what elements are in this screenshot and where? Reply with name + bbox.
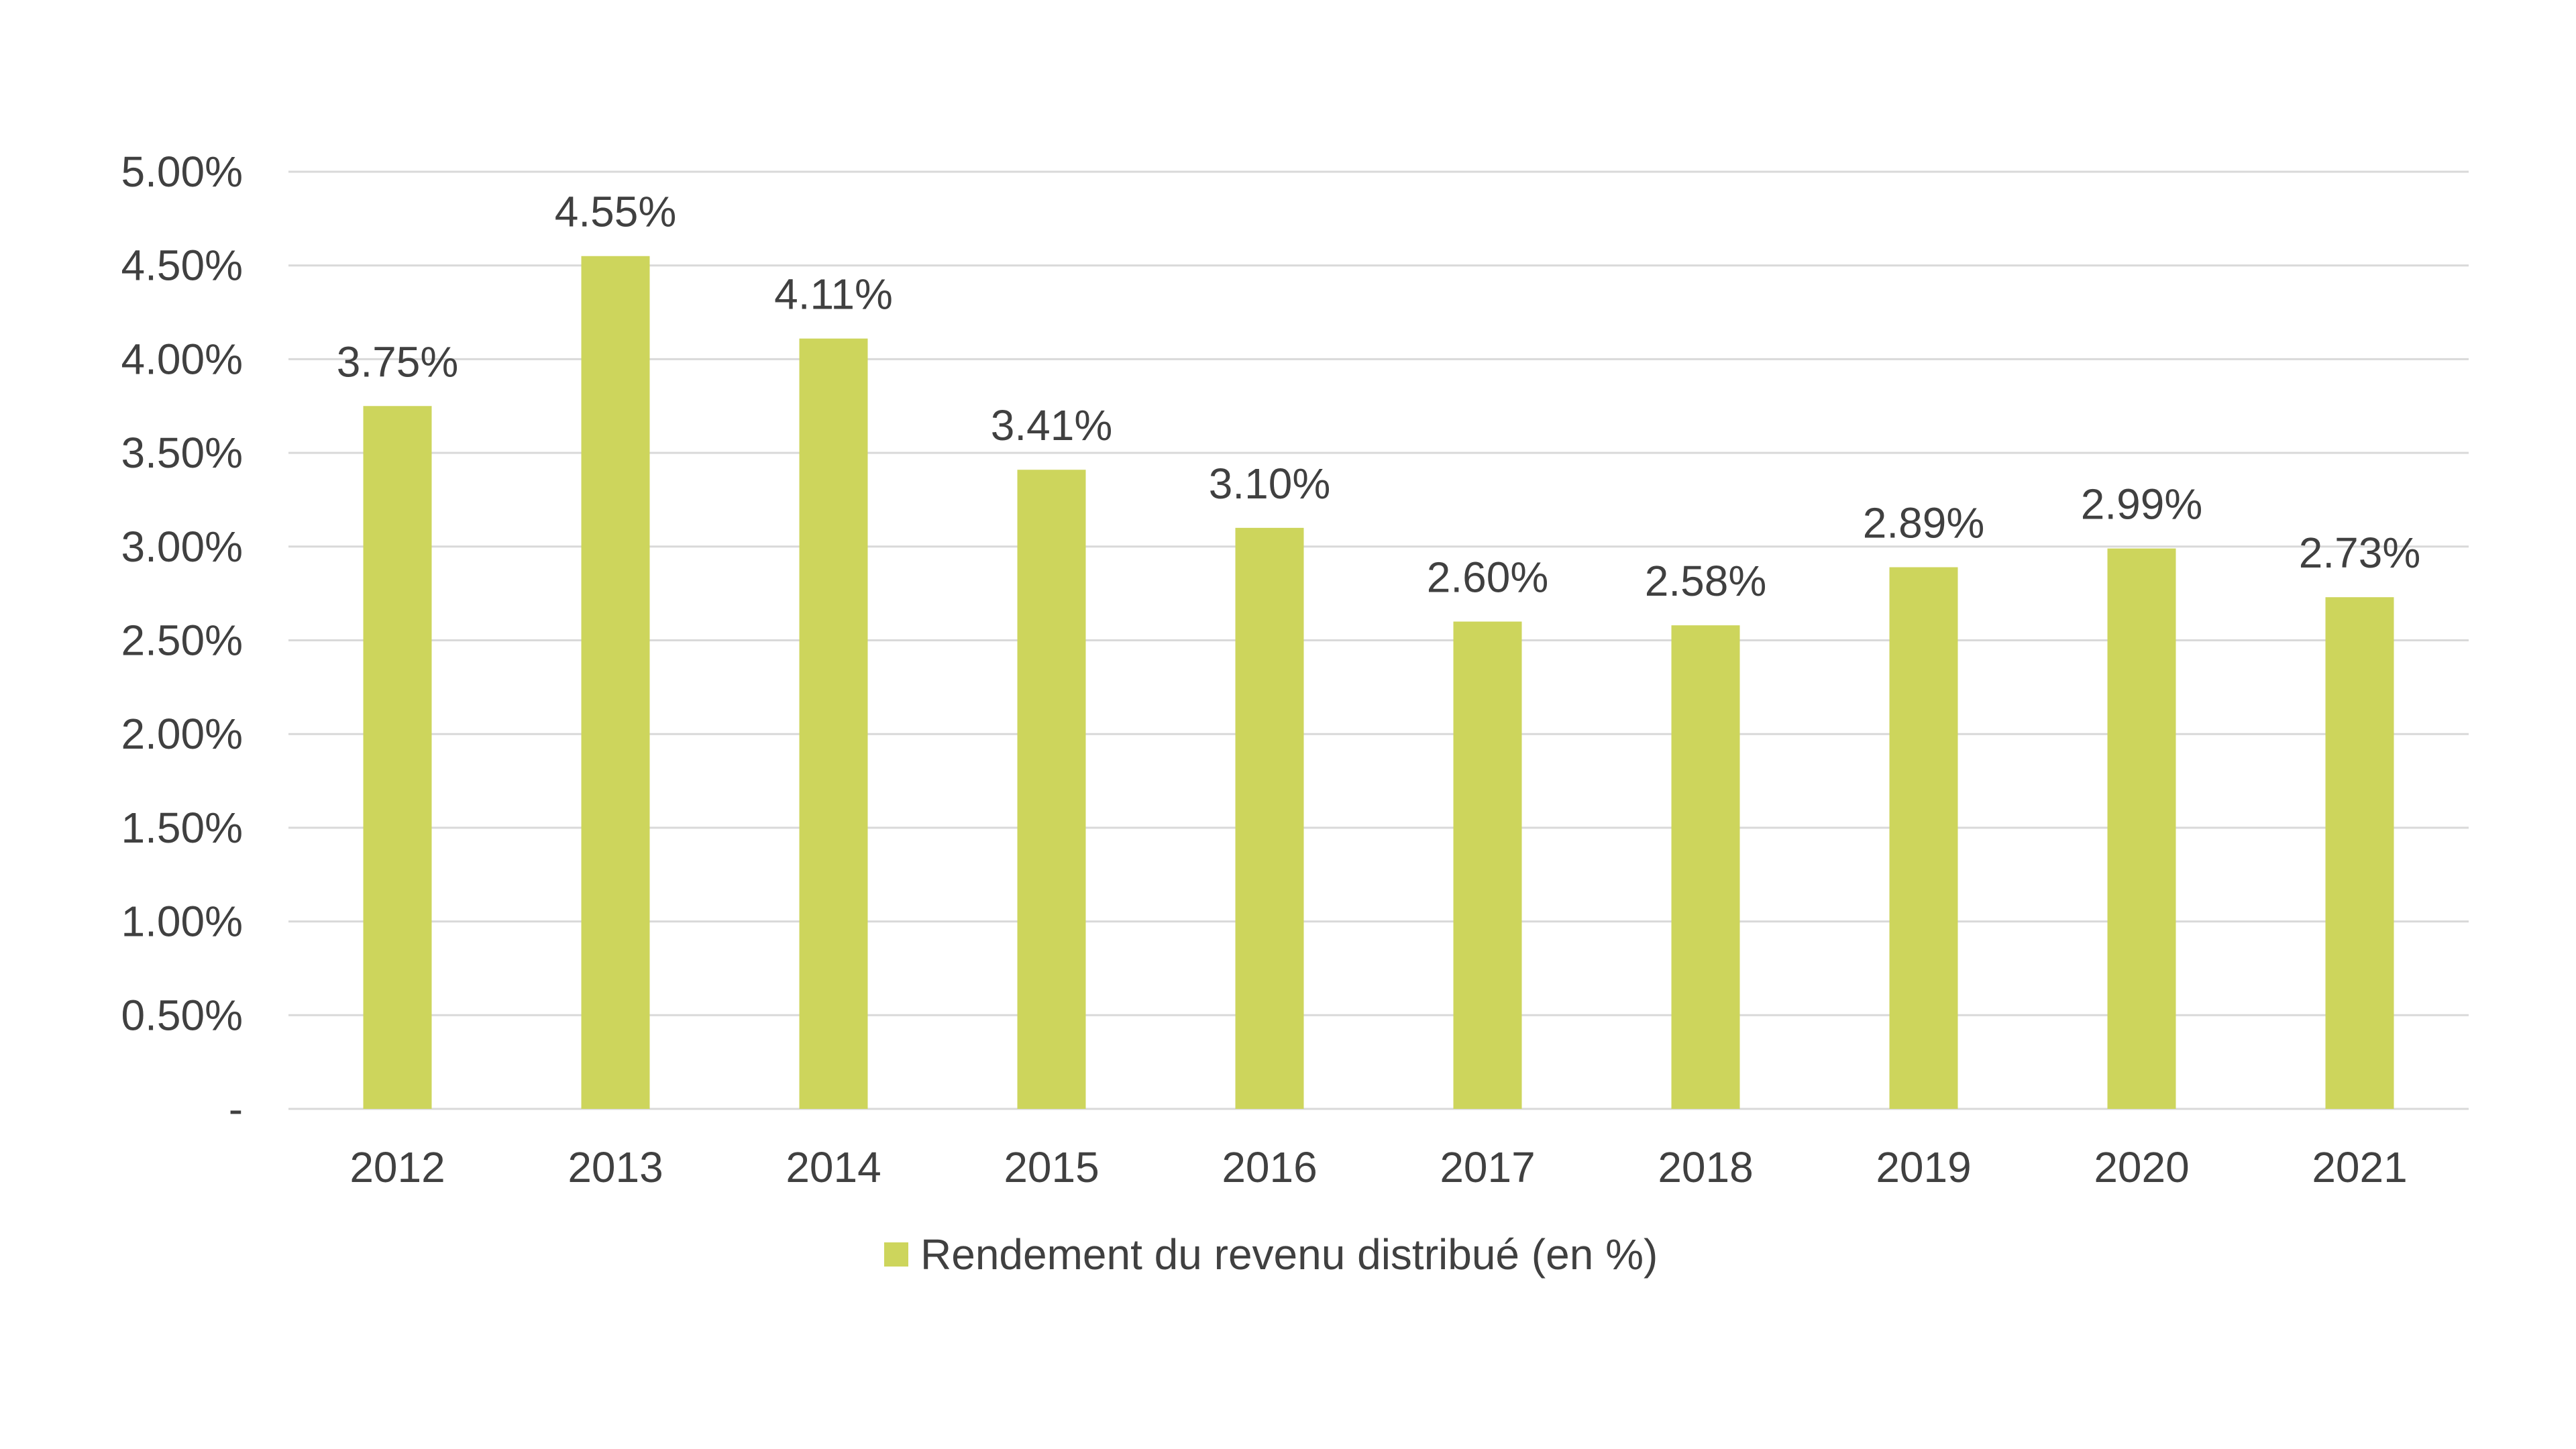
y-tick-label: 3.50% xyxy=(121,429,243,477)
bar xyxy=(1017,470,1086,1109)
data-labels: 3.75% 4.55% 4.11% 3.41% 3.10% 2.60% 2.58% 2.89%… xyxy=(337,188,2420,605)
x-tick-label: 2016 xyxy=(1222,1143,1317,1191)
x-tick-label: 2020 xyxy=(2094,1143,2189,1191)
data-label: 2.89% xyxy=(1863,499,1984,547)
legend: Rendement du revenu distribué (en %) xyxy=(884,1230,1658,1279)
data-label: 2.60% xyxy=(1427,553,1548,602)
data-label: 3.41% xyxy=(991,401,1112,449)
bar xyxy=(1235,527,1304,1109)
legend-swatch xyxy=(884,1242,908,1267)
y-tick-label: 4.00% xyxy=(121,335,243,383)
x-tick-label: 2014 xyxy=(786,1143,881,1191)
gridlines xyxy=(288,170,2469,1110)
data-label: 2.99% xyxy=(2081,480,2202,529)
bars xyxy=(363,256,2394,1110)
bar xyxy=(581,256,650,1110)
y-tick-label: 1.50% xyxy=(121,804,243,852)
data-label: 3.75% xyxy=(337,337,458,386)
y-tick-label: - xyxy=(229,1085,243,1133)
data-label: 4.11% xyxy=(774,270,893,319)
x-tick-label: 2017 xyxy=(1440,1143,1535,1191)
y-tick-label: 4.50% xyxy=(121,241,243,290)
bar xyxy=(799,338,868,1109)
bar xyxy=(1453,621,1522,1109)
x-tick-label: 2021 xyxy=(2312,1143,2407,1191)
x-tick-label: 2015 xyxy=(1004,1143,1099,1191)
data-label: 3.10% xyxy=(1209,460,1330,508)
bar xyxy=(2325,597,2394,1109)
x-tick-label: 2019 xyxy=(1876,1143,1971,1191)
y-tick-label: 2.00% xyxy=(121,710,243,758)
bar xyxy=(1671,625,1740,1109)
data-label: 2.58% xyxy=(1645,557,1766,605)
x-axis-ticks: 2012 2013 2014 2015 2016 2017 2018 2019 2020 2021 xyxy=(350,1143,2407,1191)
y-tick-label: 2.50% xyxy=(121,616,243,665)
x-tick-label: 2012 xyxy=(350,1143,445,1191)
bar xyxy=(363,406,432,1109)
x-tick-label: 2018 xyxy=(1658,1143,1753,1191)
y-tick-label: 3.00% xyxy=(121,523,243,571)
y-tick-label: 1.00% xyxy=(121,898,243,946)
data-label: 2.73% xyxy=(2299,529,2420,577)
bar xyxy=(1889,567,1958,1109)
y-tick-label: 5.00% xyxy=(121,148,243,196)
bar xyxy=(2107,548,2176,1109)
y-tick-label: 0.50% xyxy=(121,991,243,1039)
data-label: 4.55% xyxy=(555,188,676,236)
y-axis-ticks: - 0.50% 1.00% 1.50% 2.00% 2.50% 3.00% 3.50% 4.00… xyxy=(121,148,243,1133)
legend-label: Rendement du revenu distribué (en %) xyxy=(920,1230,1658,1279)
x-tick-label: 2013 xyxy=(568,1143,663,1191)
